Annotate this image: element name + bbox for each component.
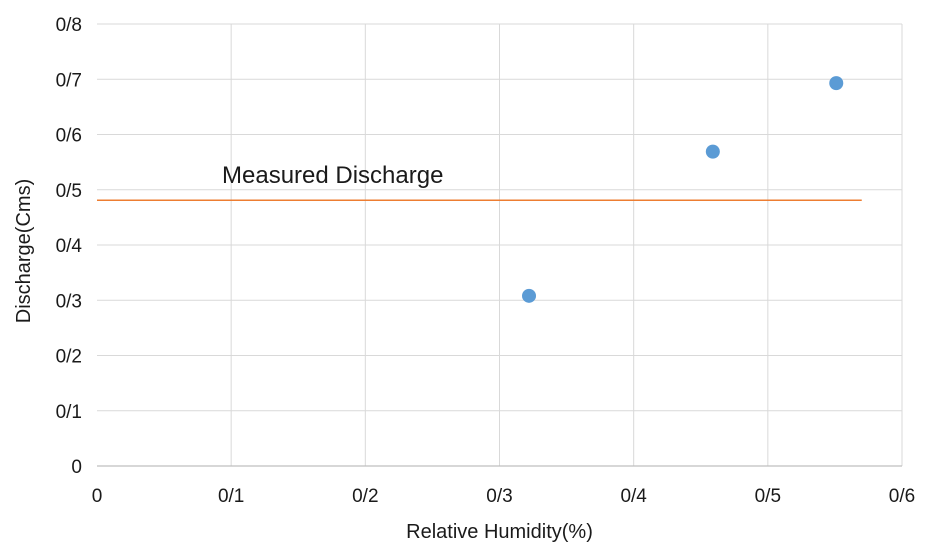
y-tick-label: 0/5 — [56, 181, 82, 202]
data-point — [705, 144, 720, 159]
x-tick-label: 0/2 — [352, 486, 378, 507]
x-tick-label: 0/4 — [620, 486, 647, 507]
y-tick-label: 0/2 — [56, 347, 82, 368]
x-tick-label: 0/6 — [889, 486, 915, 507]
y-tick-label: 0/4 — [56, 236, 83, 257]
y-tick-label: 0 — [71, 457, 82, 478]
y-axis-title: Discharge(Cms) — [13, 179, 35, 323]
y-tick-label: 0/1 — [56, 402, 82, 423]
y-tick-label: 0/6 — [56, 126, 82, 147]
data-point — [829, 76, 844, 91]
x-tick-label: 0/5 — [755, 486, 781, 507]
x-tick-label: 0/3 — [486, 486, 512, 507]
data-points — [522, 76, 844, 303]
grid-lines — [97, 23, 903, 466]
x-tick-label: 0/1 — [218, 486, 244, 507]
x-axis-title: Relative Humidity(%) — [406, 521, 593, 543]
measured-discharge-label: Measured Discharge — [222, 162, 443, 189]
reference-line-group: Measured Discharge — [97, 162, 862, 202]
y-tick-label: 0/7 — [56, 70, 82, 91]
x-tick-labels: 0 0/1 0/2 0/3 0/4 0/5 0/6 — [92, 486, 916, 507]
data-point — [522, 288, 537, 303]
y-tick-labels: 0 0/1 0/2 0/3 0/4 0/5 0/6 0/7 0/8 — [56, 15, 83, 478]
x-tick-label: 0 — [92, 486, 103, 507]
y-tick-label: 0/8 — [56, 15, 82, 36]
y-tick-label: 0/3 — [56, 291, 82, 312]
